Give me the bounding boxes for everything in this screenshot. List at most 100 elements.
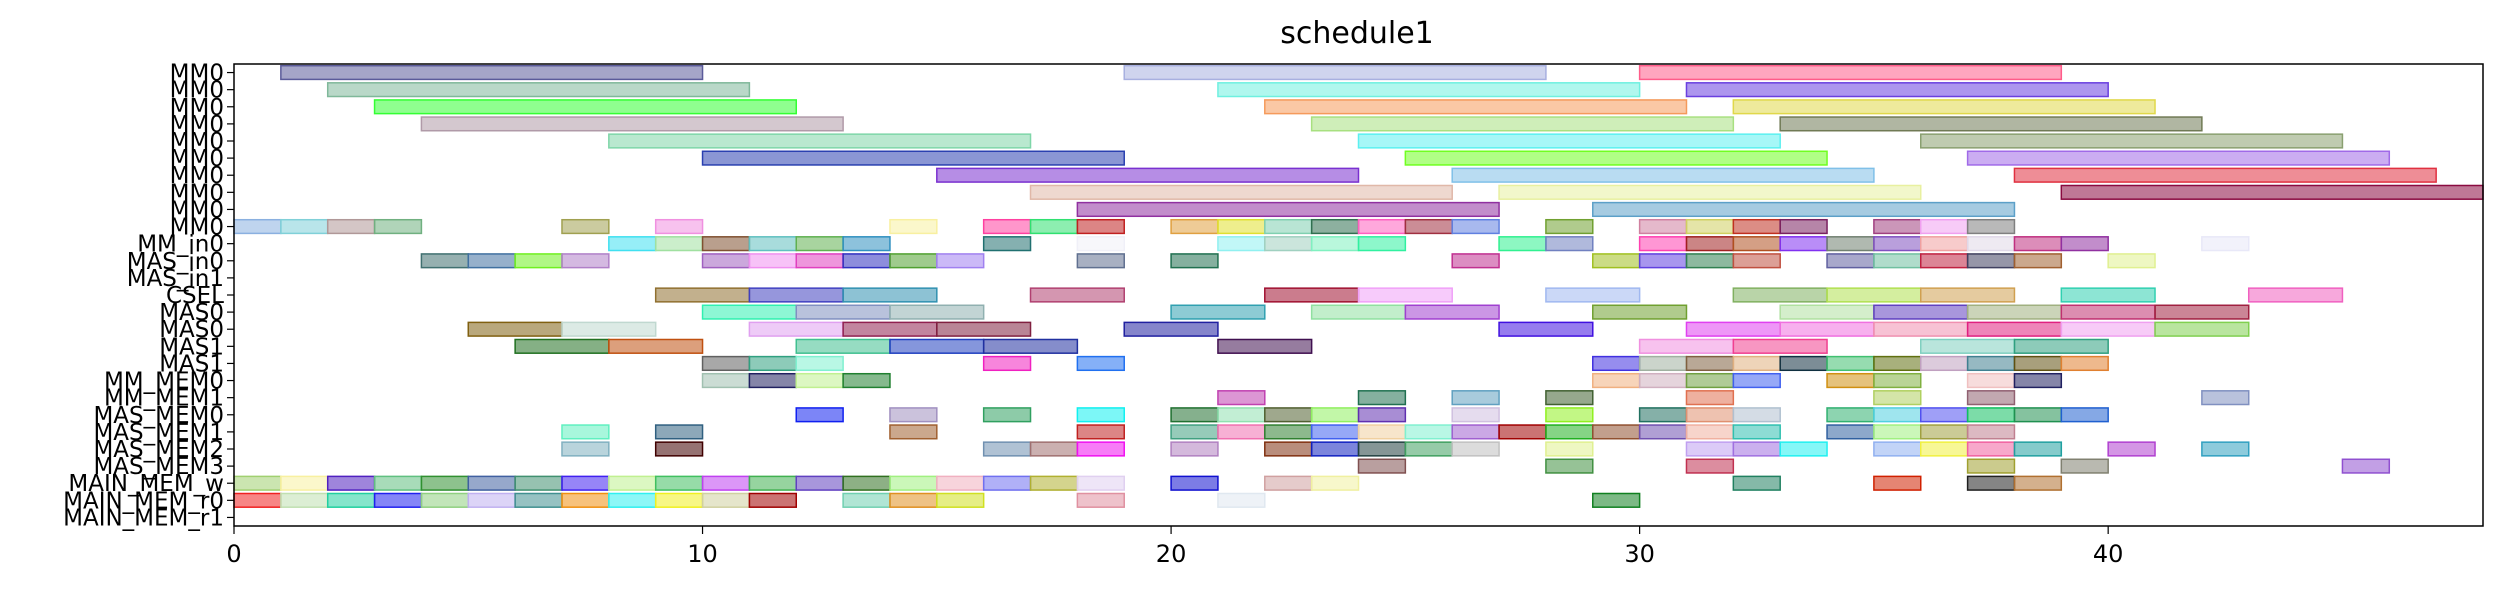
gantt-bar	[1779, 355, 1828, 372]
gantt-bar	[1966, 458, 2016, 474]
gantt-bar	[1685, 407, 1735, 423]
x-tick-label: 10	[687, 540, 718, 568]
gantt-bar	[842, 372, 891, 389]
gantt-bar	[420, 475, 470, 491]
gantt-bar	[1310, 407, 1360, 423]
gantt-bar	[654, 424, 704, 440]
gantt-bar	[748, 372, 797, 389]
gantt-bar	[1545, 441, 1594, 457]
gantt-bar	[1966, 441, 2016, 457]
gantt-bar	[1451, 167, 1875, 183]
gantt-bar	[1545, 218, 1594, 235]
gantt-bar	[1217, 390, 1266, 406]
y-tick-label: MM0	[170, 197, 224, 223]
gantt-bar	[467, 492, 516, 508]
gantt-bar	[2060, 184, 2484, 200]
gantt-bar	[889, 338, 985, 354]
gantt-bar	[1966, 150, 2391, 166]
y-tick-label: MAIN_MEM_w	[68, 471, 224, 497]
gantt-bar	[748, 492, 797, 508]
gantt-bar	[1076, 441, 1125, 457]
gantt-bar	[936, 475, 985, 491]
y-tick-label: MM0	[170, 112, 224, 138]
gantt-bar	[1685, 372, 1735, 389]
gantt-bar	[1404, 150, 1828, 166]
gantt-bar	[2013, 338, 2109, 354]
gantt-bar	[1592, 372, 1641, 389]
gantt-bar	[373, 475, 423, 491]
gantt-bar	[1920, 133, 2344, 149]
gantt-bar	[936, 321, 1032, 337]
gantt-bar	[1920, 355, 1969, 372]
gantt-bar	[1826, 424, 1875, 440]
gantt-bar	[1966, 236, 2016, 252]
gantt-bar	[1732, 338, 1828, 354]
gantt-bar	[233, 218, 282, 235]
gantt-bar	[280, 492, 329, 508]
gantt-bar	[608, 492, 657, 508]
gantt-bar	[1357, 407, 1407, 423]
gantt-bar	[467, 253, 516, 269]
gantt-bar	[1638, 407, 1688, 423]
gantt-bar	[982, 475, 1032, 491]
gantt-bar	[1592, 355, 1641, 372]
gantt-bar	[1732, 372, 1781, 389]
gantt-bar	[1170, 407, 1219, 423]
gantt-bar	[2013, 236, 2063, 252]
gantt-bar	[514, 475, 563, 491]
gantt-bar	[1170, 424, 1219, 440]
gantt-bar	[1076, 355, 1125, 372]
gantt-bar	[1217, 492, 1266, 508]
gantt-bar	[795, 236, 844, 252]
gantt-bar	[1357, 441, 1407, 457]
y-tick-label: MAIN_MEM_r1	[63, 505, 224, 531]
gantt-bar	[1873, 475, 1922, 491]
gantt-bar	[2247, 287, 2344, 303]
gantt-bar	[1029, 475, 1079, 491]
y-tick-label: MAS0	[159, 300, 224, 326]
y-tick-label: MAS_in0	[127, 249, 224, 275]
gantt-bar	[2060, 287, 2156, 303]
gantt-bar	[2013, 253, 2063, 269]
gantt-bar	[889, 424, 938, 440]
gantt-bar	[1638, 236, 1688, 252]
gantt-bar	[1076, 218, 1125, 235]
gantt-bar	[936, 492, 985, 508]
gantt-bar	[561, 441, 610, 457]
gantt-bar	[1732, 99, 2156, 115]
gantt-bar	[1966, 390, 2016, 406]
gantt-bar	[1685, 390, 1735, 406]
gantt-bar	[1029, 184, 1453, 200]
gantt-bar	[1404, 218, 1453, 235]
gantt-bar	[1170, 304, 1266, 320]
gantt-bar	[608, 236, 657, 252]
gantt-bar	[842, 236, 891, 252]
gantt-bar	[1592, 253, 1641, 269]
gantt-bar	[1920, 407, 1969, 423]
gantt-bar	[2154, 304, 2250, 320]
gantt-bar	[1685, 253, 1735, 269]
gantt-bar	[795, 475, 844, 491]
gantt-bar	[1920, 218, 1969, 235]
x-tick-label: 20	[1156, 540, 1187, 568]
gantt-bar	[1217, 82, 1641, 98]
gantt-bar	[467, 321, 563, 337]
y-tick-label: MAIN_MEM_r0	[63, 488, 224, 514]
y-tick-label: MM_MEM1	[104, 386, 224, 412]
gantt-bar	[748, 287, 844, 303]
gantt-bar	[1076, 492, 1125, 508]
gantt-bar	[1732, 407, 1781, 423]
gantt-bar	[2013, 441, 2063, 457]
gantt-bar	[654, 441, 704, 457]
gantt-bar	[561, 424, 610, 440]
gantt-bar	[1498, 236, 1547, 252]
gantt-bar	[654, 218, 704, 235]
y-tick-label: MM_in0	[137, 232, 224, 258]
gantt-bar	[1451, 218, 1500, 235]
gantt-bar	[2060, 321, 2156, 337]
gantt-bar	[1873, 441, 1922, 457]
gantt-bar	[1451, 441, 1500, 457]
gantt-bar	[2201, 236, 2250, 252]
